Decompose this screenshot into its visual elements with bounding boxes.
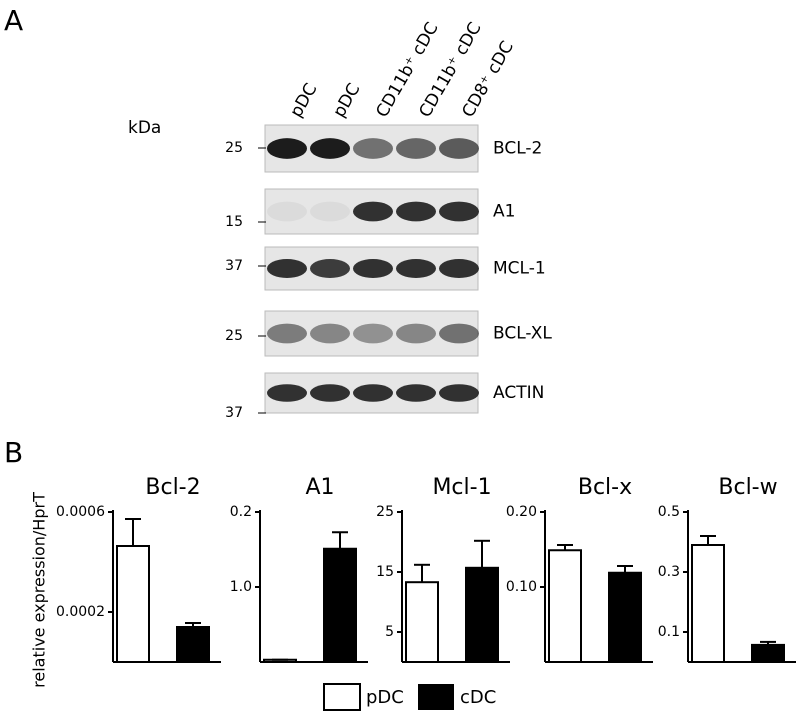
y-tick-label: 0.20: [506, 504, 537, 520]
chart-title: Bcl-2: [145, 475, 200, 500]
blot-band: [267, 259, 307, 278]
blot-band: [439, 201, 479, 222]
y-tick-label: 1.0: [230, 579, 252, 595]
blot-band: [396, 259, 436, 278]
legend-label: cDC: [460, 687, 496, 708]
legend-label: pDC: [366, 687, 404, 708]
y-tick-label: 0.3: [658, 564, 680, 580]
blot-band: [310, 138, 350, 159]
y-tick-label: 25: [376, 504, 394, 520]
chart-title: A1: [305, 475, 334, 500]
blot-band: [310, 323, 350, 344]
blot-band: [267, 384, 307, 402]
blot-band: [353, 201, 393, 222]
marker-label: 15: [225, 214, 243, 230]
blot-band: [439, 323, 479, 344]
blot-band: [353, 138, 393, 159]
blot-band: [353, 259, 393, 278]
blot-band: [439, 384, 479, 402]
y-tick-label: 5: [385, 624, 394, 640]
panel-label: A: [4, 4, 23, 37]
y-tick-label: 0.0002: [56, 604, 105, 620]
blot-band: [353, 384, 393, 402]
blot-band: [267, 201, 307, 222]
panel-label: B: [4, 436, 23, 469]
bar: [691, 544, 725, 663]
chart-title: Bcl-x: [578, 475, 632, 500]
blot-band: [396, 201, 436, 222]
marker-label: 37: [225, 258, 243, 274]
bar: [116, 545, 150, 663]
blot-band: [310, 384, 350, 402]
bar: [323, 547, 357, 663]
y-tick-label: 15: [376, 564, 394, 580]
blot-band: [267, 138, 307, 159]
y-tick-label: 0.2: [230, 504, 252, 520]
protein-label: A1: [493, 202, 515, 222]
bar: [608, 571, 642, 663]
blot-band: [396, 323, 436, 344]
protein-label: ACTIN: [493, 383, 544, 403]
bar: [548, 549, 582, 663]
bar: [751, 643, 785, 664]
blot-band: [439, 259, 479, 278]
marker-label: 25: [225, 328, 243, 344]
legend-swatch: [323, 683, 361, 711]
bar: [465, 566, 499, 663]
blot-band: [310, 259, 350, 278]
marker-label: 25: [225, 140, 243, 156]
unit-label: kDa: [128, 118, 161, 138]
chart-title: Bcl-w: [718, 475, 777, 500]
y-tick-label: 0.5: [658, 504, 680, 520]
blot-band: [310, 201, 350, 222]
lane-label: pDC: [329, 80, 364, 121]
blot-band: [267, 323, 307, 344]
y-axis-label: relative expression/HprT: [30, 492, 49, 688]
y-tick-label: 0.10: [506, 579, 537, 595]
blot-band: [353, 323, 393, 344]
protein-label: BCL-2: [493, 139, 542, 159]
protein-label: MCL-1: [493, 259, 546, 279]
lane-label: pDC: [286, 80, 321, 121]
y-tick-label: 0.0006: [56, 504, 105, 520]
protein-label: BCL-XL: [493, 324, 552, 344]
blot-band: [396, 138, 436, 159]
blot-band: [439, 138, 479, 159]
bar: [176, 626, 210, 663]
bar: [405, 581, 439, 664]
blot-band: [396, 384, 436, 402]
chart-title: Mcl-1: [432, 475, 491, 500]
legend-swatch: [418, 684, 454, 710]
y-tick-label: 0.1: [658, 624, 680, 640]
marker-label: 37: [225, 405, 243, 421]
